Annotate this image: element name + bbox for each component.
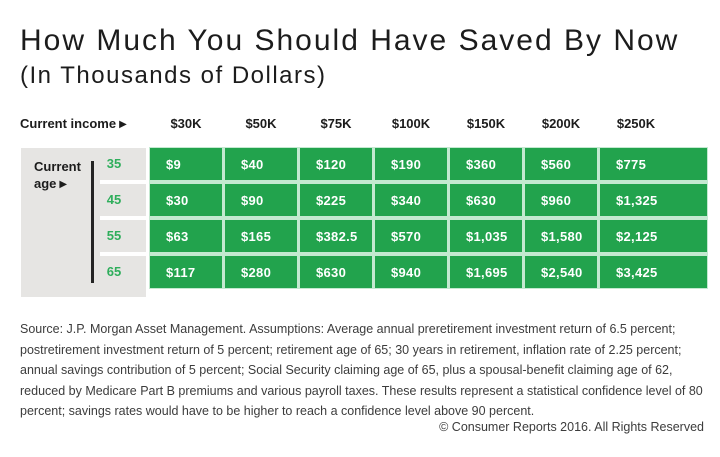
- page-subtitle: (In Thousands of Dollars): [20, 62, 327, 89]
- page-title: How Much You Should Have Saved By Now: [20, 24, 680, 57]
- income-axis-label: Current income ▶: [20, 114, 127, 134]
- savings-cell: $190: [375, 148, 447, 180]
- savings-cell: $775: [600, 148, 707, 180]
- income-column-header: $100K: [391, 116, 431, 131]
- savings-cell: $9: [150, 148, 222, 180]
- age-panel: Current age ▶ 35 45 55 65: [21, 148, 146, 297]
- copyright: © Consumer Reports 2016. All Rights Rese…: [439, 420, 704, 434]
- savings-cell: $1,695: [450, 256, 522, 288]
- row-divider: [100, 252, 146, 256]
- savings-cell: $117: [150, 256, 222, 288]
- savings-cell: $960: [525, 184, 597, 216]
- age-label: 35: [106, 156, 122, 171]
- row-divider: [100, 180, 146, 184]
- income-column-header: $75K: [320, 116, 352, 131]
- savings-table: $9 $40 $120 $190 $360 $560 $775 $30 $90 $225 $340 $…: [149, 147, 708, 289]
- savings-cell: $560: [525, 148, 597, 180]
- savings-cell: $63: [150, 220, 222, 252]
- savings-cell: $90: [225, 184, 297, 216]
- income-column-header: $50K: [245, 116, 277, 131]
- savings-cell: $2,125: [600, 220, 707, 252]
- savings-cell: $2,540: [525, 256, 597, 288]
- savings-cell: $3,425: [600, 256, 707, 288]
- right-arrow-icon: ▶: [119, 119, 127, 130]
- right-arrow-icon: ▶: [59, 179, 68, 190]
- savings-cell: $225: [300, 184, 372, 216]
- income-column-header: $250K: [616, 116, 656, 131]
- age-axis-line: [91, 161, 94, 283]
- savings-cell: $940: [375, 256, 447, 288]
- savings-cell: $1,325: [600, 184, 707, 216]
- income-column-headers: $30K $50K $75K $100K $150K $200K $250K: [150, 114, 672, 134]
- source-note: Source: J.P. Morgan Asset Management. As…: [20, 322, 703, 418]
- age-label: 45: [106, 192, 122, 207]
- income-axis-label-text: Current income: [20, 116, 117, 131]
- income-column-header: $150K: [466, 116, 506, 131]
- age-label: 55: [106, 228, 122, 243]
- savings-cell: $280: [225, 256, 297, 288]
- savings-cell: $1,035: [450, 220, 522, 252]
- savings-cell: $630: [450, 184, 522, 216]
- income-column-header: $30K: [170, 116, 202, 131]
- age-label: 65: [106, 264, 122, 279]
- row-divider: [100, 216, 146, 220]
- savings-cell: $630: [300, 256, 372, 288]
- savings-cell: $165: [225, 220, 297, 252]
- savings-cell: $1,580: [525, 220, 597, 252]
- savings-cell: $360: [450, 148, 522, 180]
- age-axis-label-line2: age: [34, 176, 57, 191]
- savings-cell: $340: [375, 184, 447, 216]
- savings-cell: $382.5: [300, 220, 372, 252]
- age-axis-label: Current age ▶: [34, 158, 81, 194]
- savings-cell: $570: [375, 220, 447, 252]
- savings-cell: $120: [300, 148, 372, 180]
- savings-cell: $40: [225, 148, 297, 180]
- savings-cell: $30: [150, 184, 222, 216]
- income-column-header: $200K: [541, 116, 581, 131]
- age-axis-label-line1: Current: [34, 159, 81, 174]
